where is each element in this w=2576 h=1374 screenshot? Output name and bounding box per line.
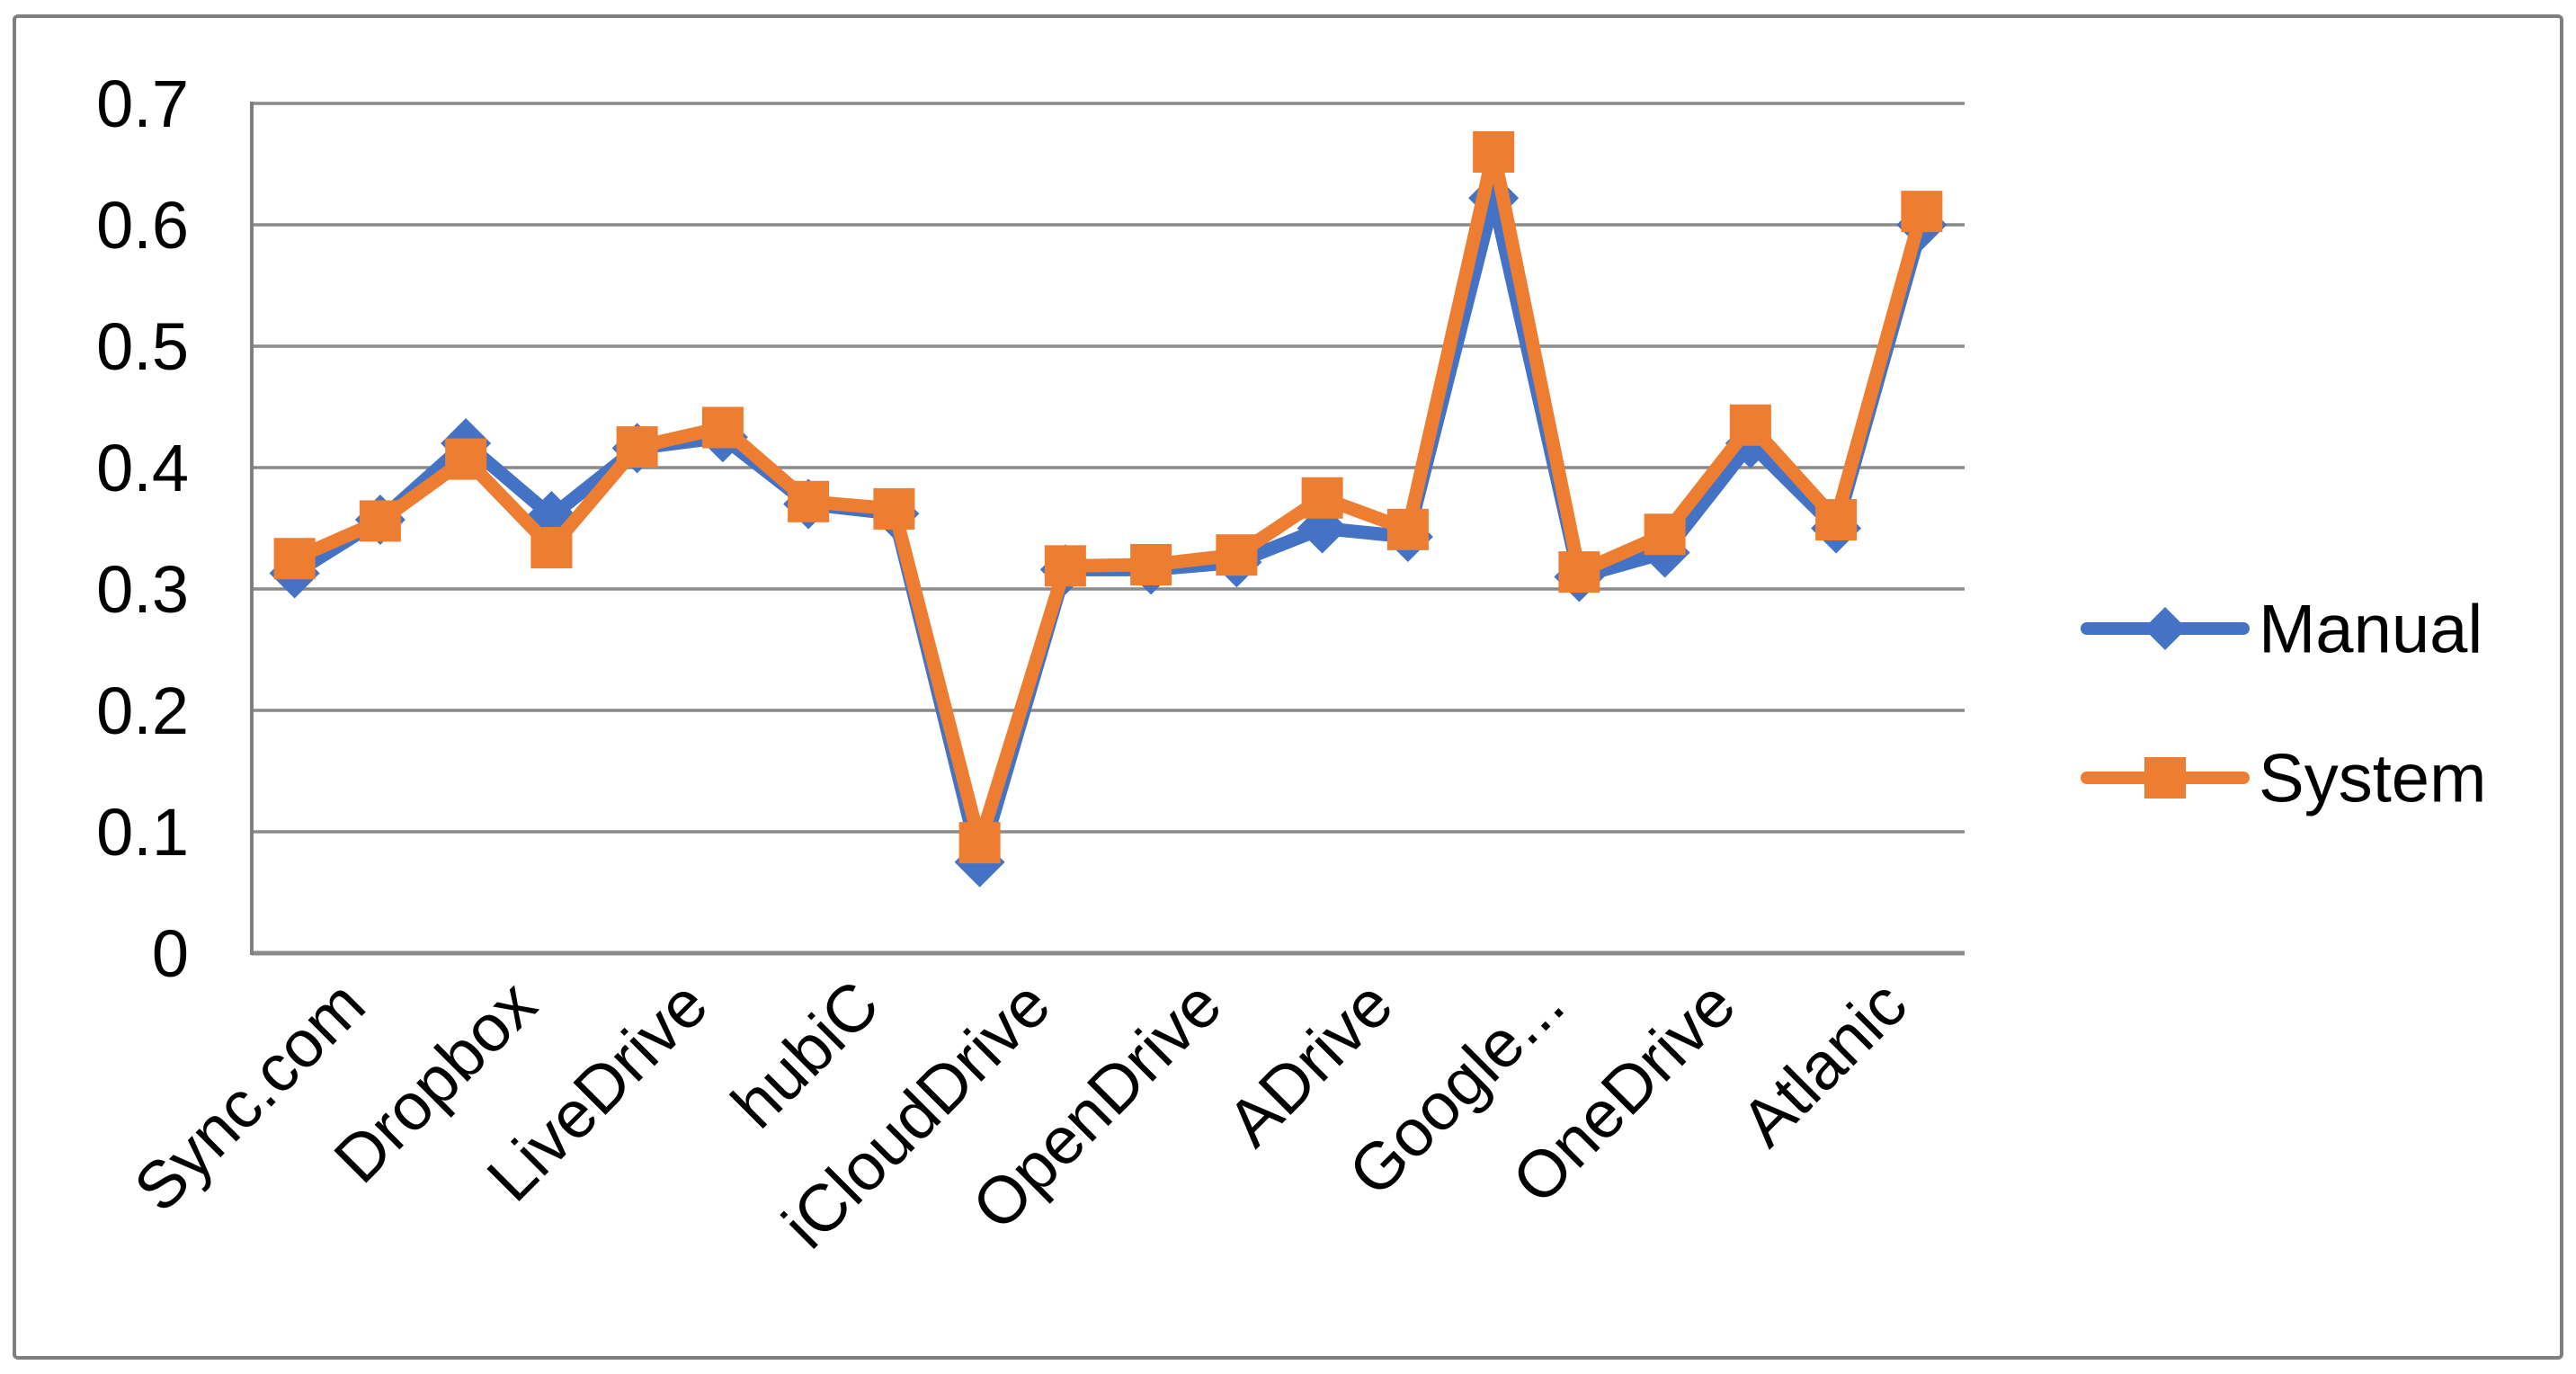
y-tick-label: 0.7 (96, 67, 189, 141)
y-tick-label: 0 (152, 916, 189, 991)
series-system (273, 131, 1943, 864)
square-marker (1044, 545, 1086, 587)
legend-square-icon (2144, 757, 2186, 799)
square-marker (1386, 508, 1429, 550)
series-manual (269, 173, 1948, 888)
legend-entry-system: System (2081, 741, 2486, 817)
square-marker (788, 480, 830, 522)
square-marker (616, 426, 658, 468)
legend-entry-manual: Manual (2081, 592, 2482, 668)
square-marker (1301, 477, 1343, 519)
y-tick-label: 0.1 (96, 795, 189, 870)
square-marker (1729, 404, 1771, 446)
x-category-label: Atlanic (1726, 967, 1921, 1161)
square-marker (1558, 551, 1600, 593)
square-marker (359, 500, 401, 542)
square-marker (273, 538, 316, 580)
square-marker (445, 438, 487, 480)
square-marker (1815, 499, 1858, 541)
y-tick-label: 0.4 (96, 431, 189, 505)
y-tick-label: 0.5 (96, 309, 189, 384)
y-tick-label: 0.3 (96, 552, 189, 627)
x-category-label: Sync.com (120, 967, 379, 1226)
square-marker (958, 822, 1001, 864)
square-marker (701, 406, 744, 449)
square-marker (1473, 131, 1515, 173)
square-marker (1644, 513, 1686, 556)
legend-label: Manual (2259, 592, 2482, 668)
y-tick-label: 0.2 (96, 674, 189, 748)
square-marker (873, 487, 915, 530)
legend-diamond-icon (2144, 607, 2187, 650)
legend-label: System (2259, 741, 2486, 817)
square-marker (1216, 534, 1258, 576)
square-marker (1901, 191, 1943, 233)
square-marker (530, 527, 573, 569)
y-tick-label: 0.6 (96, 188, 189, 263)
square-marker (1130, 544, 1172, 585)
